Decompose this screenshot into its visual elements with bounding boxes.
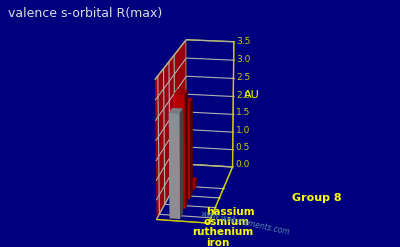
- Text: valence s-orbital R(max): valence s-orbital R(max): [8, 7, 162, 21]
- Text: Group 8: Group 8: [292, 193, 342, 203]
- Text: www.webelements.com: www.webelements.com: [200, 209, 291, 237]
